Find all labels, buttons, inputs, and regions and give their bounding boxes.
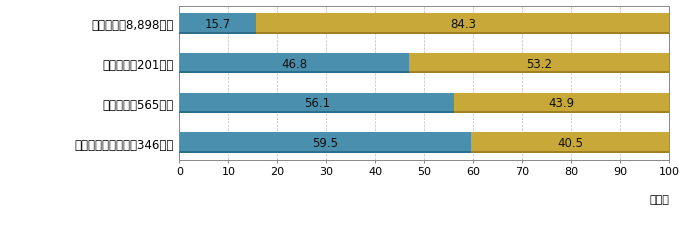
Bar: [179, 133, 471, 153]
Text: 56.1: 56.1: [304, 97, 330, 110]
Bar: [179, 112, 454, 114]
Bar: [471, 133, 669, 153]
Text: 40.5: 40.5: [557, 136, 583, 150]
Bar: [471, 151, 669, 153]
Bar: [179, 72, 408, 74]
Bar: [179, 93, 454, 114]
Bar: [179, 151, 471, 153]
Bar: [179, 53, 408, 74]
Text: 59.5: 59.5: [312, 136, 338, 150]
Text: （％）: （％）: [649, 194, 669, 204]
Text: 43.9: 43.9: [549, 97, 575, 110]
Bar: [408, 53, 669, 74]
Text: 15.7: 15.7: [205, 18, 231, 31]
Text: 53.2: 53.2: [526, 57, 552, 70]
Bar: [454, 112, 669, 114]
Bar: [454, 93, 669, 114]
Bar: [408, 72, 669, 74]
Bar: [256, 14, 669, 34]
Bar: [179, 32, 256, 34]
Text: 46.8: 46.8: [281, 57, 307, 70]
Text: 84.3: 84.3: [450, 18, 476, 31]
Bar: [256, 32, 669, 34]
Bar: [179, 14, 256, 34]
